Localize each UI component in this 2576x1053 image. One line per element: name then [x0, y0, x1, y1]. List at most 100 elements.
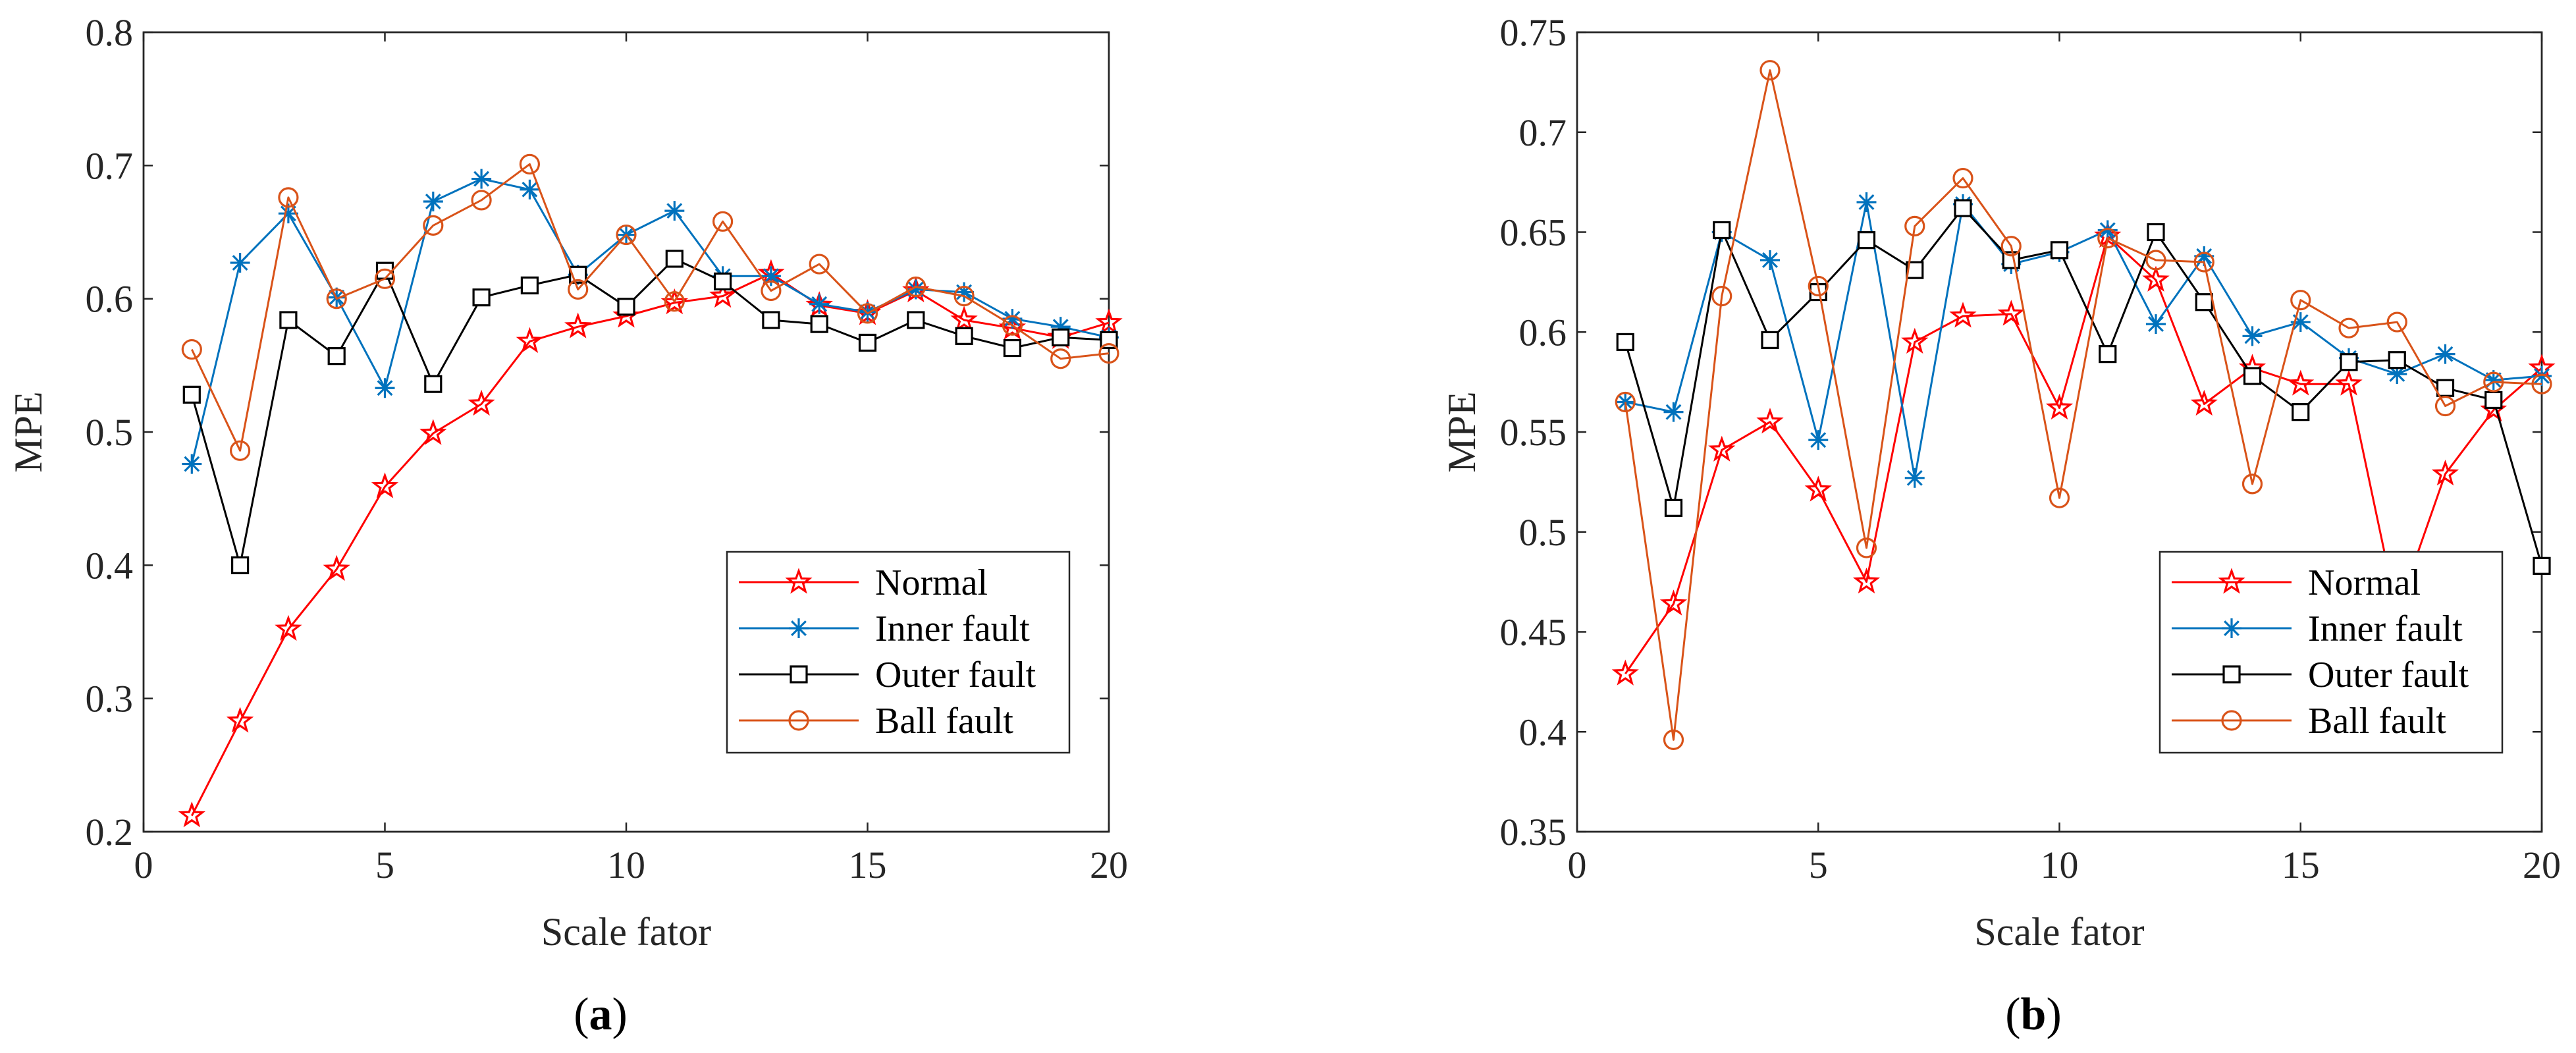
chart2-y-tick-label: 0.7: [1519, 111, 1567, 154]
chart1-series-inner-fault-point-stroke: [377, 380, 393, 396]
chart2-legend-entry-outer-fault-label: Outer fault: [2308, 655, 2469, 695]
chart2-series-ball-fault: [1615, 60, 2552, 750]
chart1-series-ball-fault-point: [712, 211, 734, 232]
chart1-series-outer-fault-point: [810, 315, 828, 333]
chart2-series-outer-fault-point: [1761, 331, 1779, 349]
chart2-series-normal-point: [1708, 435, 1736, 462]
chart2-series-ball-fault-point: [1615, 391, 1636, 413]
chart1-caption-open: (: [574, 989, 589, 1040]
chart1-series-inner-fault-point: [954, 282, 975, 302]
chart1-series-ball-fault-point: [374, 268, 396, 289]
chart2-series-ball-fault-point: [2193, 252, 2214, 273]
chart1-legend-entry-inner-fault-label: Inner fault: [875, 608, 1030, 649]
chart1-x-tick-label: 15: [849, 844, 887, 886]
chart1-series-outer-fault-point: [1052, 328, 1070, 346]
chart2-series-normal-point: [2190, 389, 2218, 416]
chart2-series-outer-fault-point: [2533, 556, 2551, 575]
chart2-series-inner-fault-point: [2097, 220, 2118, 240]
chart2-series-outer-fault-point: [2243, 367, 2262, 385]
chart2-series-normal-point: [1852, 567, 1881, 594]
chart2-series-normal-point: [1949, 302, 1977, 328]
chart2-series-outer-fault-point: [2147, 223, 2165, 242]
chart2-x-tick-label: 15: [2282, 844, 2320, 886]
chart1-legend-entry-ball-fault: Ball fault: [739, 701, 1013, 742]
chart2-series-inner-fault-point-stroke: [1906, 470, 1923, 486]
chart2-series-ball-fault-point: [2531, 373, 2552, 394]
chart2-legend-entry-inner-fault: Inner fault: [2172, 608, 2463, 649]
chart1-legend-entry-inner-fault-marker: [789, 618, 809, 638]
chart2-legend-entry-inner-fault-marker: [2222, 618, 2241, 638]
chart1-series-outer-fault-point: [1003, 338, 1022, 358]
chart1-series-ball-fault-point: [181, 338, 202, 360]
chart1-series-outer-fault-point: [713, 272, 732, 290]
chart1-series-ball-fault-point: [471, 190, 492, 211]
chart1-y-tick-label: 0.5: [86, 411, 134, 454]
chart2-series-ball-fault-point: [2097, 228, 2118, 249]
chart1-series-inner-fault-point: [230, 253, 250, 273]
chart1-series-normal-point: [419, 419, 447, 445]
chart2-series-inner-fault-point: [2532, 366, 2552, 387]
chart1-series-outer-fault-point: [182, 385, 201, 404]
chart1-series-ball-fault-point: [278, 187, 299, 208]
chart2-caption-open: (: [2005, 989, 2020, 1040]
chart2-caption-close: ): [2046, 989, 2061, 1040]
chart1-legend-entry-outer-fault: Outer fault: [739, 655, 1036, 695]
chart2-series-normal-point: [1756, 408, 1784, 434]
chart2-series-outer-fault-point: [2388, 351, 2406, 369]
chart2-caption-letter: b: [2021, 989, 2047, 1040]
chart1-series-ball-fault-point: [230, 440, 251, 461]
chart1-legend-entry-normal-label: Normal: [875, 562, 988, 603]
chart1-series-inner-fault-point: [182, 454, 202, 474]
chart2-series-inner-fault-point-stroke: [1762, 252, 1778, 268]
chart2-legend-entry-inner-fault-marker-stroke: [2224, 620, 2240, 636]
chart2-series-normal-point: [2142, 265, 2170, 292]
chart2-series-inner-fault-point-stroke: [1617, 394, 1634, 410]
chart2-series-inner-fault-point-stroke: [2534, 368, 2550, 384]
chart2-series-inner-fault-point-stroke: [2244, 328, 2261, 344]
chart1-y-tick-label: 0.4: [86, 544, 134, 587]
chart1-series-inner-fault-point-stroke: [811, 296, 828, 312]
chart1-series-inner-fault-point-stroke: [473, 171, 490, 187]
chart1-series-normal-line: [190, 272, 1110, 817]
chart1-series-normal-point: [468, 389, 495, 416]
chart1-series-normal-point: [516, 327, 544, 354]
chart2-series-inner-fault-point: [2242, 326, 2263, 346]
chart2-series-outer-fault-point: [2436, 379, 2455, 397]
chart1-series-outer-fault-point: [665, 250, 684, 268]
chart2-series-inner-fault-point-stroke: [2148, 316, 2164, 333]
chart2-x-axis-label: Scale fator: [1974, 910, 2144, 954]
chart1-series-outer-fault-point: [617, 298, 635, 316]
chart1-legend-entry-inner-fault-marker-stroke: [791, 620, 807, 636]
chart2-legend-entry-ball-fault-label: Ball fault: [2308, 701, 2446, 742]
chart2-x-tick-label: 20: [2523, 844, 2561, 886]
chart1-series-ball-fault: [181, 153, 1119, 461]
chart1-series-ball-fault-point: [519, 153, 541, 175]
chart2-series-ball-fault-point: [1856, 537, 1877, 558]
chart2-series-inner-fault-point-stroke: [2196, 248, 2213, 264]
chart1-series-inner-fault-point: [471, 169, 492, 189]
chart2-legend-entry-ball-fault: Ball fault: [2172, 701, 2446, 742]
chart1-caption-letter: a: [589, 989, 612, 1040]
chart1-series-inner-fault-point-stroke: [425, 194, 441, 209]
chart2-series-inner-fault-line: [1624, 201, 2542, 479]
chart1-caption: (a): [574, 989, 628, 1040]
chart2-series-normal-point: [1804, 475, 1832, 502]
chart1-series-inner-fault-point: [761, 266, 781, 286]
chart2-series-ball-fault-point: [2338, 317, 2359, 338]
chart1-y-tick-label: 0.8: [86, 11, 134, 54]
chart1-series-normal-point: [275, 614, 302, 641]
chart1-series-inner-fault-point-stroke: [184, 456, 200, 472]
chart1-series-ball-fault-point: [857, 303, 878, 324]
chart2-series-inner-fault-point-stroke: [2437, 346, 2454, 362]
chart2-series-ball-fault-point: [2386, 311, 2407, 333]
chart2-y-tick-label: 0.65: [1500, 211, 1567, 254]
chart1-series-outer-fault-point: [279, 311, 298, 329]
chart2: 0 5 10 15 20 0.35 0.4 0.45 0.5 0.55 0.6 0.65 0.7 0.75…: [1440, 11, 2561, 1040]
chart1: 0 5 10 15 20 0.2 0.3 0.4 0.5 0.6 0.7 0.8 Scale fator…: [7, 11, 1128, 1040]
chart2-series-ball-fault-point: [2049, 487, 2070, 508]
chart2-legend-entry-normal-marker: [2218, 568, 2245, 594]
chart1-series-inner-fault-point: [423, 191, 443, 211]
chart2-series-ball-fault-point: [2483, 371, 2504, 392]
chart1-series-inner-fault-point-stroke: [232, 255, 248, 271]
chart2-series-outer-fault-point: [1713, 221, 1731, 240]
